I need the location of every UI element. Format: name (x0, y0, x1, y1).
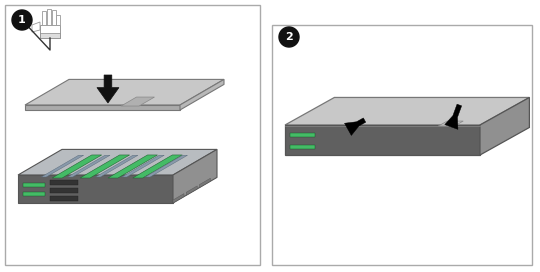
Text: 1: 1 (18, 15, 26, 25)
Bar (50, 180, 78, 185)
Polygon shape (186, 186, 197, 195)
Polygon shape (122, 155, 164, 177)
Polygon shape (438, 121, 463, 126)
Polygon shape (108, 155, 158, 178)
Bar (5, 5, 260, 265)
Polygon shape (480, 97, 529, 155)
Bar (23, 183, 45, 187)
Text: 2: 2 (285, 32, 293, 42)
Polygon shape (42, 11, 46, 25)
Bar (23, 192, 45, 196)
Polygon shape (56, 15, 60, 25)
Bar (290, 144, 315, 149)
Bar (272, 25, 532, 265)
Polygon shape (285, 97, 529, 125)
Polygon shape (445, 104, 462, 129)
Polygon shape (40, 33, 60, 38)
Polygon shape (18, 175, 173, 203)
Polygon shape (97, 75, 119, 103)
Polygon shape (180, 79, 224, 110)
Polygon shape (199, 178, 211, 188)
Polygon shape (68, 155, 110, 177)
Polygon shape (52, 10, 56, 25)
Polygon shape (47, 9, 51, 25)
Polygon shape (173, 194, 184, 203)
Polygon shape (121, 97, 154, 106)
Bar (50, 188, 78, 193)
Polygon shape (52, 155, 102, 178)
Polygon shape (96, 155, 138, 177)
Polygon shape (41, 155, 84, 177)
Polygon shape (40, 25, 60, 38)
Polygon shape (173, 149, 217, 203)
Circle shape (12, 10, 32, 30)
Polygon shape (25, 105, 180, 110)
Polygon shape (18, 149, 217, 175)
Polygon shape (133, 155, 183, 178)
Circle shape (279, 27, 299, 47)
Bar (50, 196, 78, 201)
Polygon shape (345, 118, 366, 135)
Polygon shape (145, 155, 187, 177)
Polygon shape (32, 22, 40, 32)
Polygon shape (25, 79, 224, 105)
Polygon shape (80, 155, 130, 178)
Bar (290, 133, 315, 137)
Polygon shape (285, 125, 480, 155)
